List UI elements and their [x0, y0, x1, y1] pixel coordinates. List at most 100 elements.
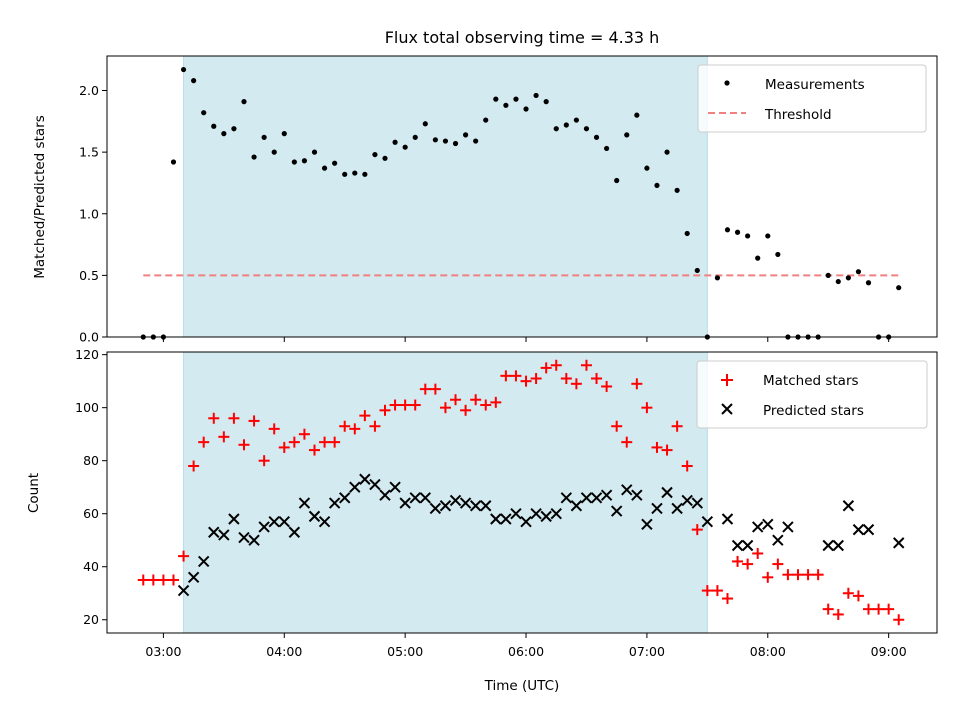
measurement-point	[261, 134, 267, 140]
predicted-star-point	[540, 510, 552, 523]
matched-star-point	[560, 373, 572, 385]
matched-star-point	[480, 399, 492, 411]
matched-star-point	[188, 460, 200, 472]
observing-window-shade-bottom	[183, 352, 708, 633]
predicted-star-point	[751, 521, 764, 533]
predicted-star-point	[328, 497, 341, 509]
measurement-point	[775, 251, 781, 258]
measurement-point	[745, 233, 751, 239]
measurement-point	[241, 99, 247, 105]
matched-star-point	[178, 550, 190, 562]
measurement-point	[674, 187, 680, 193]
top-x-ticks	[162, 337, 890, 342]
measurement-point	[281, 131, 287, 137]
matched-star-point	[721, 593, 733, 605]
bottom-x-ticks: 03:00 04:00 05:00 06:00 07:00 08:00 09:00	[145, 633, 907, 659]
predicted-star-point	[449, 494, 462, 507]
predicted-star-point	[641, 518, 653, 531]
matched-star-point	[510, 370, 522, 382]
matched-star-point	[752, 547, 764, 559]
y-tick-label: 1.0	[79, 206, 99, 221]
measurement-point	[432, 137, 438, 143]
predicted-star-point	[288, 526, 301, 538]
matched-star-point	[883, 603, 895, 615]
bottom-legend: Matched stars Predicted stars	[696, 360, 928, 429]
predicted-star-point	[570, 500, 583, 512]
measurement-point	[493, 96, 499, 102]
matched-star-point	[460, 404, 472, 416]
predicted-star-point	[238, 531, 250, 544]
y-tick-label: 100	[75, 400, 99, 415]
measurement-point	[614, 177, 620, 184]
matched-star-point	[580, 359, 592, 371]
predicted-star-point	[731, 539, 744, 552]
legend-predicted-marker	[721, 403, 733, 415]
y-tick-label: 0.0	[79, 330, 99, 345]
matched-star-point	[621, 436, 633, 448]
matched-star-point	[500, 370, 512, 382]
measurement-point	[473, 138, 479, 144]
matched-star-point	[228, 412, 240, 424]
predicted-star-point	[218, 529, 230, 541]
predicted-star-point	[590, 492, 603, 504]
legend-measurements-label: Measurements	[765, 77, 865, 93]
predicted-star-point	[318, 515, 331, 528]
matched-star-point	[893, 614, 905, 626]
matched-star-point	[248, 415, 260, 427]
matched-star-point	[379, 404, 391, 416]
predicted-star-point	[187, 571, 200, 584]
matched-star-point	[792, 569, 804, 581]
matched-star-point	[701, 585, 713, 597]
measurement-point	[462, 132, 469, 138]
matched-star-point	[339, 420, 351, 432]
bottom-y-axis-label: Count	[26, 473, 42, 513]
matched-star-point	[832, 608, 844, 620]
measurement-point	[543, 99, 549, 105]
measurement-point	[191, 78, 197, 84]
predicted-star-point	[822, 539, 834, 552]
measurement-point	[583, 126, 590, 132]
predicted-star-point	[520, 515, 532, 528]
predicted-star-point	[721, 513, 734, 525]
predicted-star-point	[339, 492, 351, 504]
measurement-point	[896, 285, 902, 291]
matched-star-point	[137, 574, 149, 586]
measurement-point	[523, 106, 529, 112]
y-tick-label: 120	[75, 347, 99, 362]
matched-star-point	[762, 571, 774, 583]
matched-star-point	[399, 399, 411, 411]
measurement-point	[724, 227, 731, 233]
legend-matched-marker	[721, 374, 733, 386]
measurement-point	[533, 92, 539, 99]
predicted-star-point	[197, 555, 210, 568]
x-tick-label: 09:00	[871, 644, 907, 659]
predicted-star-point	[248, 534, 260, 546]
predicted-star-point	[510, 508, 522, 520]
matched-star-point	[439, 402, 451, 414]
matched-star-point	[671, 420, 683, 432]
matched-star-point	[732, 555, 744, 567]
measurement-point	[845, 275, 851, 281]
x-axis-label: Time (UTC)	[484, 678, 560, 694]
measurement-point	[694, 267, 700, 274]
predicted-star-point	[228, 513, 240, 525]
matched-star-point	[359, 410, 371, 422]
predicted-star-point	[782, 521, 794, 533]
x-tick-label: 08:00	[750, 644, 786, 659]
matched-star-point	[863, 603, 875, 615]
measurement-point	[412, 134, 418, 140]
measurement-point	[352, 170, 358, 176]
predicted-star-point	[600, 489, 613, 501]
y-tick-label: 2.0	[79, 83, 99, 98]
measurement-point	[624, 132, 630, 138]
predicted-star-point	[399, 497, 411, 509]
matched-star-point	[742, 558, 754, 570]
measurement-point	[503, 102, 509, 108]
predicted-star-point	[359, 473, 371, 485]
observing-window-shade-top	[183, 56, 708, 337]
matched-star-point	[278, 441, 290, 453]
predicted-star-point	[429, 502, 442, 515]
measurement-point	[180, 66, 187, 73]
predicted-star-point	[762, 518, 774, 531]
predicted-star-point	[530, 508, 542, 520]
